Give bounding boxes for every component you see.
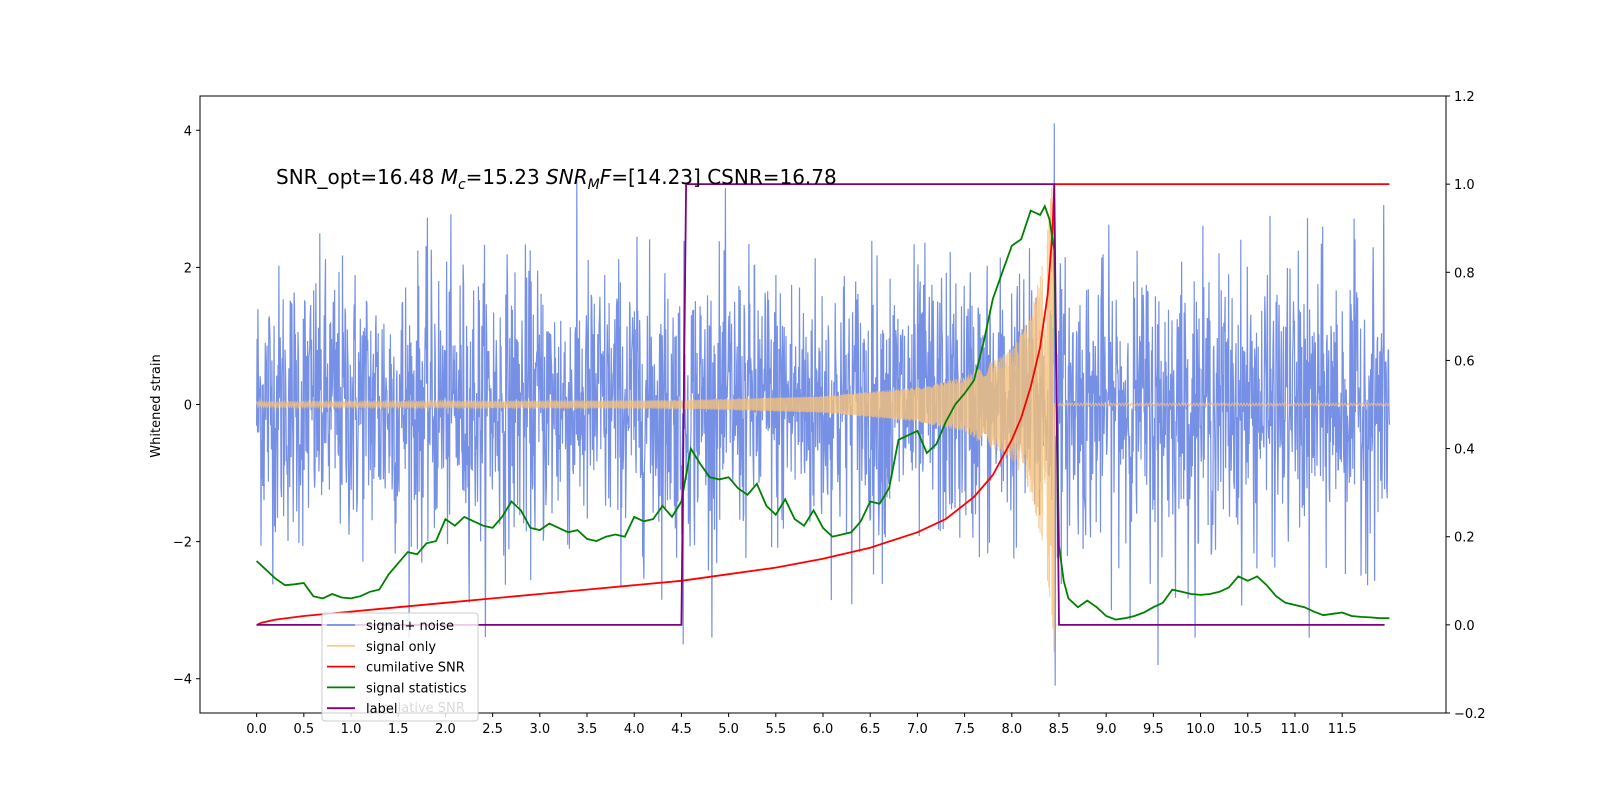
series-signal-noise (256, 123, 1390, 686)
y-axis-right: −0.2 0.0 0.2 0.4 0.6 0.8 1.0 1.2 (1446, 90, 1486, 722)
legend-box (321, 612, 479, 722)
x-tick-label: 2.5 (482, 722, 503, 737)
y-tick-label: 4 (184, 124, 192, 139)
annotation-part: =15.23 (466, 165, 546, 189)
legend-ghost-text: cumilative SNR (366, 701, 465, 716)
y2-tick-label: 0.4 (1454, 443, 1475, 458)
y-tick-label: 2 (184, 261, 192, 276)
annotation-part: M (441, 165, 458, 189)
y2-tick-label: 0.6 (1454, 354, 1475, 369)
legend-entry-label: signal statistics (366, 681, 467, 696)
x-tick-label: 3.0 (529, 722, 550, 737)
x-tick-label: 5.0 (718, 722, 739, 737)
annotation-part: SNR (546, 165, 588, 189)
snr-annotation: SNR_opt=16.48 Mc=15.23 SNRMF=[14.23] CSN… (276, 165, 837, 193)
annotation-part: M (588, 177, 600, 193)
x-tick-label: 3.5 (577, 722, 598, 737)
y-tick-label: −2 (173, 536, 192, 551)
series-cumilative-snr (256, 183, 1390, 626)
y-tick-label: −4 (173, 673, 192, 688)
x-tick-label: 2.0 (435, 722, 456, 737)
x-tick-label: 1.5 (388, 722, 409, 737)
x-tick-label: 4.5 (671, 722, 692, 737)
x-tick-label: 0.0 (246, 722, 267, 737)
legend-entry-label: cumilative SNR (366, 661, 465, 676)
y2-tick-label: 0.0 (1454, 619, 1475, 634)
x-tick-label: 5.5 (765, 722, 786, 737)
y-axis-left: −4 −2 0 2 4 (173, 124, 200, 688)
x-tick-label: 8.5 (1049, 722, 1070, 737)
x-axis: 0.0 0.5 1.0 1.5 2.0 2.5 3.0 3.5 4.0 4.5 5.0 5.5 6.0 6… (246, 713, 1357, 737)
annotation-part: SNR_opt=16.48 (276, 165, 441, 189)
x-tick-label: 8.0 (1001, 722, 1022, 737)
x-tick-label: 7.0 (907, 722, 928, 737)
x-tick-label: 10.0 (1186, 722, 1215, 737)
y2-tick-label: 0.2 (1454, 531, 1475, 546)
x-tick-label: 6.5 (860, 722, 881, 737)
legend-entry-label: signal+ noise (366, 619, 454, 634)
x-tick-label: 9.5 (1143, 722, 1164, 737)
annotation-part: c (458, 177, 466, 193)
x-tick-label: 0.5 (293, 722, 314, 737)
x-tick-label: 6.0 (813, 722, 834, 737)
y2-tick-label: 0.8 (1454, 266, 1475, 281)
y-axis-label: Whitened strain (149, 354, 164, 457)
x-tick-label: 11.5 (1328, 722, 1357, 737)
y-tick-label: 0 (184, 399, 192, 414)
series-signal-statistics (255, 203, 1390, 621)
x-tick-label: 9.0 (1096, 722, 1117, 737)
annotation-part: F (600, 165, 612, 189)
legend-entry-label: label (366, 702, 397, 717)
legend-entry-label: signal only (366, 640, 436, 655)
x-tick-label: 7.5 (954, 722, 975, 737)
series-signal-only (256, 183, 1390, 653)
y2-tick-label: 1.2 (1454, 90, 1475, 105)
series-label (256, 183, 1385, 626)
annotation-part: =[14.23] CSNR=16.78 (611, 165, 837, 189)
x-tick-label: 1.0 (341, 722, 362, 737)
x-tick-label: 10.5 (1233, 722, 1262, 737)
x-tick-label: 4.0 (624, 722, 645, 737)
series-layer (255, 123, 1390, 686)
y2-tick-label: 1.0 (1454, 178, 1475, 193)
y2-tick-label: −0.2 (1454, 707, 1486, 722)
x-tick-label: 11.0 (1280, 722, 1309, 737)
legend: cumilative SNR signal+ noise signal only cu… (321, 612, 479, 722)
